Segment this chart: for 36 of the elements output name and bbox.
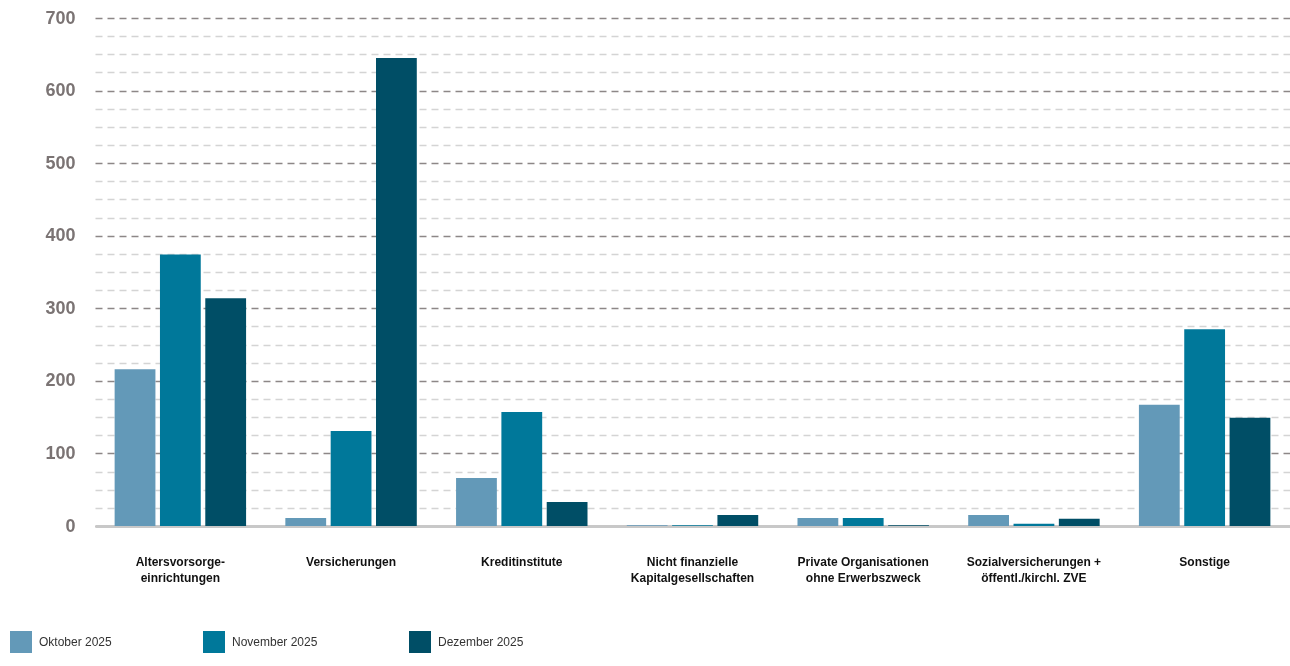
bar [205, 298, 247, 526]
y-tick-label: 700 [45, 7, 76, 28]
y-tick-label: 300 [45, 297, 76, 318]
x-tick-label: Versicherungen [306, 554, 397, 569]
bar [456, 478, 497, 526]
bar [376, 57, 417, 526]
x-tick-label: Altersvorsorge- einrichtungen [135, 554, 226, 585]
y-tick-label: 0 [65, 515, 76, 536]
x-tick-label: Nicht finanzielle Kapitalgesellschaften [630, 554, 755, 585]
bar [968, 515, 1009, 526]
bar [159, 254, 201, 526]
bar [1013, 523, 1055, 526]
x-tick-label: Sonstige [1179, 554, 1231, 569]
y-tick-label: 400 [45, 225, 76, 246]
bar [501, 412, 543, 526]
bar [546, 502, 588, 526]
bar [330, 430, 372, 526]
legend-label: Oktober 2025 [39, 635, 113, 649]
y-tick-label: 200 [45, 370, 76, 391]
x-tick-label: Sozialversicherungen + öffentl./kirchl. ZVE [966, 554, 1102, 585]
bar [1229, 417, 1271, 526]
bar [285, 518, 327, 526]
y-tick-label: 500 [45, 152, 76, 173]
bar [1184, 329, 1226, 526]
bar [1138, 404, 1180, 526]
legend-label: November 2025 [232, 635, 318, 649]
x-tick-label: Private Organisationen ohne Erwerbszweck [797, 554, 929, 585]
y-tick-label: 100 [45, 442, 76, 463]
bar [717, 515, 759, 526]
bar [842, 518, 884, 526]
bar [114, 369, 156, 526]
legend-label: Dezember 2025 [438, 635, 524, 649]
x-tick-label: Kreditinstitute [481, 554, 563, 569]
y-tick-label: 600 [45, 80, 76, 101]
bar [1058, 518, 1100, 526]
bar [797, 518, 839, 526]
